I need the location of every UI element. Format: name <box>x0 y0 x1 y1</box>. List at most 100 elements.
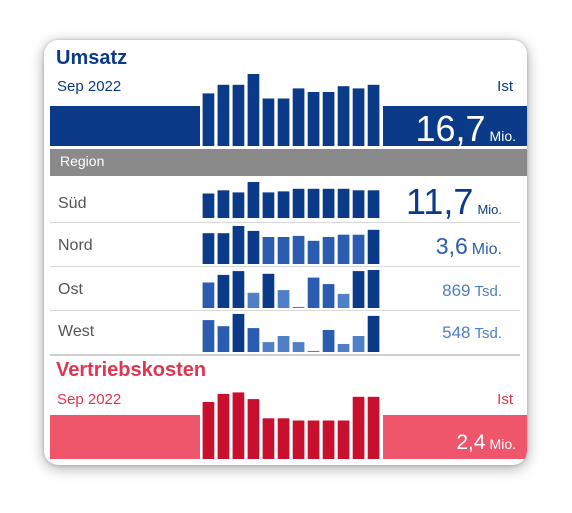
umsatz-bar <box>277 98 290 146</box>
nord-value: 3,6 <box>435 233 468 259</box>
sued-bar <box>322 188 335 218</box>
ost-unit: Tsd. <box>474 283 502 300</box>
west-value-block: 548 Tsd. <box>442 323 502 343</box>
sued-bar <box>367 190 380 218</box>
sued-bar <box>352 190 365 218</box>
vertriebskosten-band-left <box>50 415 200 459</box>
row-divider <box>50 266 520 267</box>
west-bar <box>262 342 275 352</box>
nord-bar <box>292 235 305 264</box>
nord-bar <box>352 234 365 264</box>
umsatz-status: Ist <box>497 78 513 95</box>
nord-bar <box>307 240 320 264</box>
umsatz-bar <box>352 88 365 146</box>
nord-bar <box>367 229 380 264</box>
nord-unit: Mio. <box>471 241 502 258</box>
vertriebskosten-value-block: 2,4 Mio. <box>456 431 516 455</box>
west-bar <box>277 336 290 352</box>
nord-bar <box>232 226 245 264</box>
umsatz-bar <box>232 84 245 146</box>
west-bar <box>247 328 260 352</box>
umsatz-unit: Mio. <box>489 128 516 144</box>
umsatz-value-band <box>383 106 527 146</box>
ost-bar <box>292 306 305 308</box>
sued-bar <box>307 188 320 218</box>
vertriebskosten-period: Sep 2022 <box>57 391 122 408</box>
sued-bar <box>277 191 290 218</box>
umsatz-bar <box>247 74 260 146</box>
umsatz-bar <box>367 84 380 146</box>
sued-value-block: 11,7 Mio. <box>406 181 502 223</box>
ost-bar <box>232 271 245 308</box>
sued-bar <box>247 182 260 218</box>
sued-bar <box>262 192 275 218</box>
vertriebskosten-bar <box>232 392 245 459</box>
west-bar <box>292 342 305 352</box>
ost-bar <box>367 270 380 308</box>
row-divider <box>50 310 520 311</box>
umsatz-band-left <box>50 106 200 146</box>
west-bar <box>367 315 380 352</box>
sued-bar <box>292 188 305 218</box>
ost-bar <box>352 271 365 308</box>
region-row-label-nord: Nord <box>58 237 93 254</box>
nord-bar <box>247 230 260 264</box>
vertriebskosten-bar <box>307 420 320 459</box>
nord-bar <box>202 233 215 264</box>
vertriebskosten-status: Ist <box>497 391 513 408</box>
region-row-label-sued: Süd <box>58 195 87 212</box>
vertriebskosten-bar <box>367 396 380 459</box>
vertriebskosten-bar <box>202 402 215 459</box>
west-bar <box>322 330 335 352</box>
umsatz-value-block: 16,7 Mio. <box>415 108 516 150</box>
west-bar-chart <box>202 314 380 352</box>
sued-bar <box>232 192 245 218</box>
umsatz-bar <box>307 92 320 146</box>
west-bar <box>202 320 215 352</box>
ost-bar <box>322 284 335 308</box>
ost-value: 869 <box>442 281 471 300</box>
ost-bar <box>202 282 215 308</box>
west-bar <box>232 314 245 352</box>
umsatz-bar <box>217 84 230 146</box>
umsatz-bar-chart <box>202 74 380 146</box>
umsatz-bar <box>202 93 215 146</box>
sued-bar-chart <box>202 182 380 218</box>
vertriebskosten-value: 2,4 <box>456 431 486 454</box>
vertriebskosten-bar <box>277 418 290 459</box>
west-value: 548 <box>442 323 471 342</box>
vertriebskosten-bar <box>292 420 305 459</box>
nord-bar-chart <box>202 226 380 264</box>
sued-value: 11,7 <box>406 181 474 222</box>
nord-value-block: 3,6 Mio. <box>436 233 502 260</box>
ost-bar <box>277 290 290 308</box>
vertriebskosten-bar <box>352 396 365 459</box>
nord-bar <box>322 237 335 264</box>
sued-bar <box>337 188 350 218</box>
vertriebskosten-bar <box>262 418 275 459</box>
vertriebskosten-bar-chart <box>202 392 380 459</box>
nord-bar <box>262 237 275 264</box>
region-row-label-ost: Ost <box>58 281 83 298</box>
vertriebskosten-bar <box>247 399 260 459</box>
region-header: Region <box>50 149 527 176</box>
ost-value-block: 869 Tsd. <box>442 281 502 301</box>
west-bar <box>217 326 230 352</box>
region-row-label-west: West <box>58 323 95 340</box>
west-unit: Tsd. <box>474 325 502 342</box>
ost-bar <box>247 292 260 308</box>
ost-bar <box>262 273 275 308</box>
sued-bar <box>217 190 230 218</box>
umsatz-bar <box>292 88 305 146</box>
sued-bar <box>202 193 215 218</box>
umsatz-title: Umsatz <box>56 47 128 69</box>
sued-unit: Mio. <box>477 202 502 217</box>
vertriebskosten-bar <box>217 393 230 459</box>
umsatz-bar <box>322 92 335 146</box>
vertriebskosten-bar <box>322 420 335 459</box>
umsatz-bar <box>337 86 350 146</box>
west-bar <box>352 336 365 352</box>
nord-bar <box>277 237 290 264</box>
vertriebskosten-title: Vertriebskosten <box>56 359 207 381</box>
ost-bar <box>337 293 350 308</box>
